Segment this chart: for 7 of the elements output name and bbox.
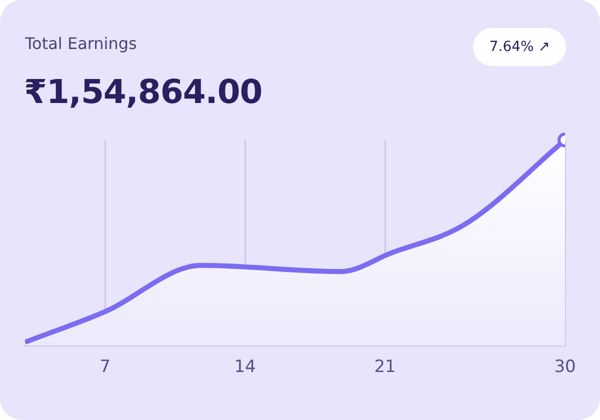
x-tick-label: 30: [554, 357, 576, 378]
x-tick-label: 21: [374, 357, 396, 378]
x-tick-label: 7: [100, 357, 110, 378]
x-tick-label: 14: [234, 357, 256, 378]
text: 7.64% ↗: [473, 28, 566, 66]
chart-subtitle: ₹1,54,864.00: [24, 72, 262, 111]
chart-title: Total Earnings: [25, 34, 137, 53]
